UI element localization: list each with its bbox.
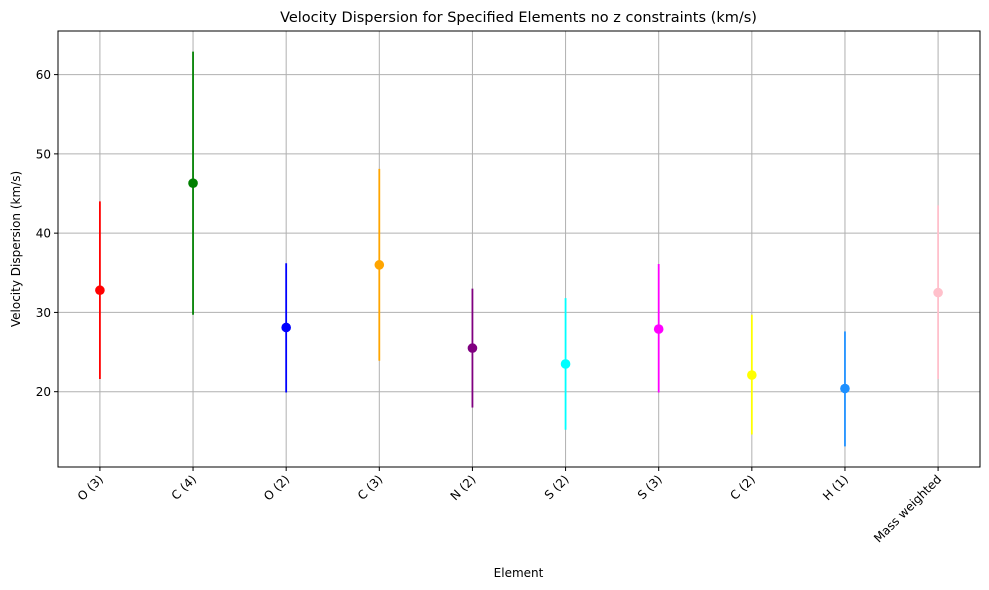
data-point xyxy=(653,324,664,334)
y-tick-label: 20 xyxy=(36,385,51,399)
data-point xyxy=(188,178,198,189)
x-axis-label: Element xyxy=(494,566,544,580)
data-point xyxy=(933,287,943,298)
marks xyxy=(95,51,943,447)
data-point xyxy=(374,260,385,270)
y-tick-label: 30 xyxy=(36,306,51,320)
y-tick-label: 50 xyxy=(36,147,51,161)
y-tick-label: 60 xyxy=(36,68,51,82)
chart-title: Velocity Dispersion for Specified Elemen… xyxy=(280,10,757,26)
plot-frame xyxy=(57,30,981,468)
data-point xyxy=(747,370,757,380)
data-point xyxy=(95,285,105,296)
data-point xyxy=(467,343,478,353)
data-point xyxy=(281,322,291,333)
y-tick-label: 40 xyxy=(36,227,51,241)
data-point xyxy=(560,359,571,369)
data-point xyxy=(840,383,850,394)
y-axis-label: Velocity Dispersion (km/s) xyxy=(9,171,23,327)
